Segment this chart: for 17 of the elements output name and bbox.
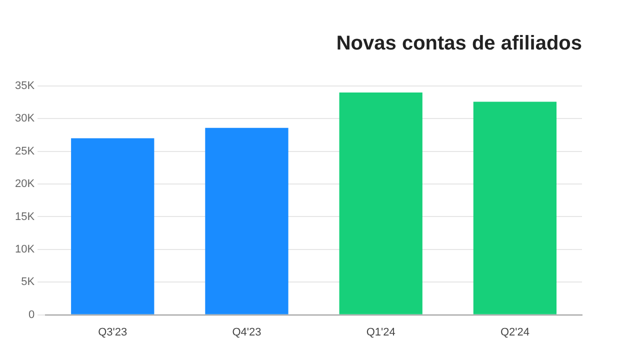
y-tick-label: 25K bbox=[14, 145, 36, 158]
bar bbox=[473, 102, 557, 314]
x-tick-label: Q4'23 bbox=[232, 326, 262, 338]
y-tick-label: 0 bbox=[28, 308, 35, 321]
y-tick-label: 20K bbox=[14, 178, 36, 190]
x-tick-label: Q3'23 bbox=[98, 326, 128, 338]
y-tick-label: 35K bbox=[14, 80, 36, 92]
y-tick-label: 30K bbox=[14, 112, 36, 125]
bar bbox=[339, 92, 422, 314]
x-tick-label: Q1'24 bbox=[366, 326, 396, 338]
bar bbox=[205, 128, 288, 314]
chart-title: Novas contas de afiliados bbox=[336, 32, 582, 55]
bar bbox=[71, 138, 154, 314]
y-tick-label: 15K bbox=[14, 210, 36, 223]
x-tick-label: Q2'24 bbox=[500, 326, 530, 338]
y-tick-label: 10K bbox=[14, 243, 36, 256]
y-tick-label: 5K bbox=[21, 276, 36, 288]
